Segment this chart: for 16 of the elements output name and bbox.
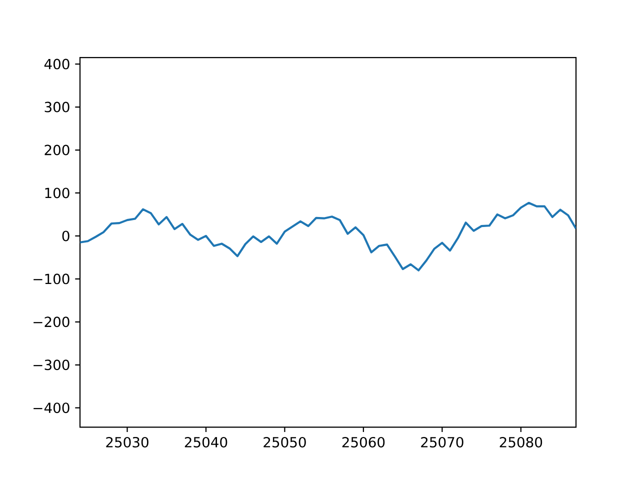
y-tick-label: 200 xyxy=(44,144,70,156)
y-tick-label: −400 xyxy=(34,402,70,414)
x-tick-label: 25050 xyxy=(264,436,306,448)
x-tick-label: 25030 xyxy=(106,436,148,448)
x-tick-label: 25040 xyxy=(184,436,228,448)
y-tick-label: 400 xyxy=(44,58,70,70)
y-tick-label: 300 xyxy=(44,102,70,112)
y-tick-label: −100 xyxy=(34,274,70,284)
y-tick-label: 100 xyxy=(45,188,70,198)
y-tick-label: −300 xyxy=(34,360,70,370)
x-tick-label: 25060 xyxy=(342,436,385,448)
x-tick-label: 25080 xyxy=(500,436,542,448)
y-tick-label: −200 xyxy=(34,316,70,328)
y-tick-label: 0 xyxy=(62,230,70,242)
x-tick-label: 25070 xyxy=(421,436,464,448)
line-series xyxy=(80,202,576,272)
